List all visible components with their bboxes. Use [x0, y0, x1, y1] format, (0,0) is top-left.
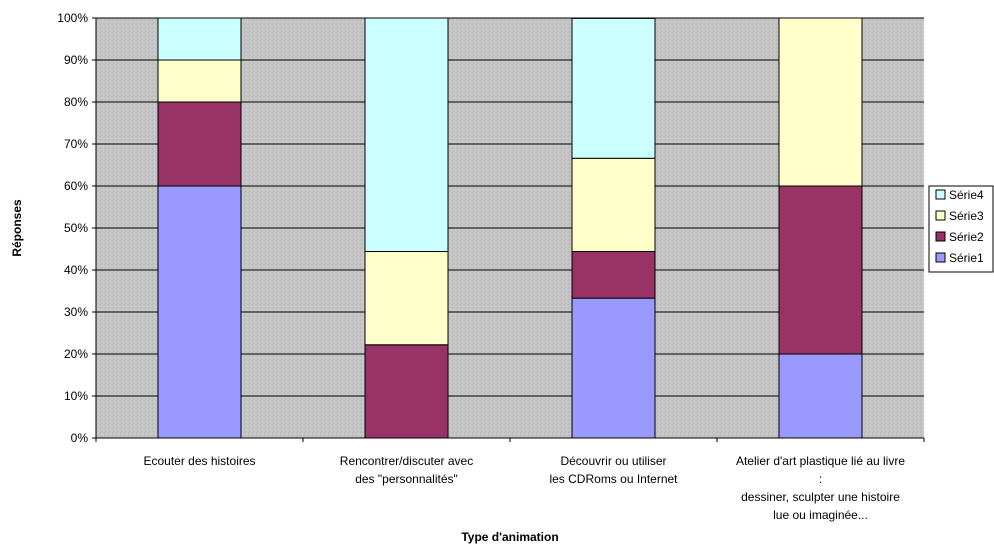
bar-segment-srie4-cat1 — [157, 17, 242, 61]
x-category-label: Atelier d'art plastique lié au livre — [736, 454, 905, 468]
bar-segment-srie2-cat4 — [778, 185, 863, 355]
y-tick-label: 60% — [64, 179, 88, 193]
x-category-label: dessiner, sculpter une histoire — [741, 490, 900, 504]
bar-segment-srie3-cat4 — [778, 17, 863, 187]
legend-label: Série1 — [949, 251, 984, 265]
x-category-label: lue ou imaginée... — [773, 508, 868, 522]
legend-swatch — [935, 252, 946, 263]
y-tick-label: 100% — [57, 11, 88, 25]
x-category-label: Découvrir ou utiliser — [560, 454, 666, 468]
x-axis-title: Type d'animation — [461, 530, 558, 544]
y-tick-label: 80% — [64, 95, 88, 109]
y-tick-label: 0% — [71, 431, 89, 445]
bars — [157, 17, 863, 439]
legend-label: Série2 — [949, 230, 984, 244]
legend-swatch — [935, 210, 946, 221]
legend: Série4 Série3 Série2 Série1 — [928, 185, 994, 273]
bar-segment-srie3-cat2 — [364, 251, 449, 346]
bar-segment-srie2-cat2 — [364, 344, 449, 439]
x-category-label: les CDRoms ou Internet — [549, 472, 678, 486]
y-tick-label: 20% — [64, 347, 88, 361]
y-axis-ticks: 0% 10% 20% 30% 40% 50% 60% 70% 80% 90% 100% — [57, 11, 96, 445]
legend-label: Série4 — [949, 188, 984, 202]
bar-segment-srie2-cat1 — [157, 101, 242, 187]
x-category-label: : — [819, 472, 822, 486]
bar-segment-srie3-cat3 — [571, 157, 656, 253]
bar-segment-srie1-cat3 — [571, 297, 656, 439]
y-tick-label: 70% — [64, 137, 88, 151]
legend-box — [928, 185, 994, 273]
bar-segment-srie3-cat1 — [157, 59, 242, 103]
x-axis-category-labels: Ecouter des histoires Rencontrer/discuter… — [95, 438, 925, 522]
y-tick-label: 50% — [64, 221, 88, 235]
y-tick-label: 40% — [64, 263, 88, 277]
y-tick-label: 30% — [64, 305, 88, 319]
legend-swatch — [935, 231, 946, 242]
bar-segment-srie2-cat3 — [571, 251, 656, 299]
legend-swatch — [935, 189, 946, 200]
bar-segment-srie1-cat4 — [778, 353, 863, 439]
x-category-label: Rencontrer/discuter avec — [340, 454, 473, 468]
y-tick-label: 90% — [64, 53, 88, 67]
legend-label: Série3 — [949, 209, 984, 223]
bar-segment-srie4-cat3 — [571, 17, 656, 159]
x-category-label: Ecouter des histoires — [143, 454, 255, 468]
bar-segment-srie4-cat2 — [364, 17, 449, 253]
y-axis-title: Réponses — [10, 199, 24, 257]
bar-segment-srie1-cat1 — [157, 185, 242, 439]
y-tick-label: 10% — [64, 389, 88, 403]
x-category-label: des "personnalités" — [355, 472, 458, 486]
